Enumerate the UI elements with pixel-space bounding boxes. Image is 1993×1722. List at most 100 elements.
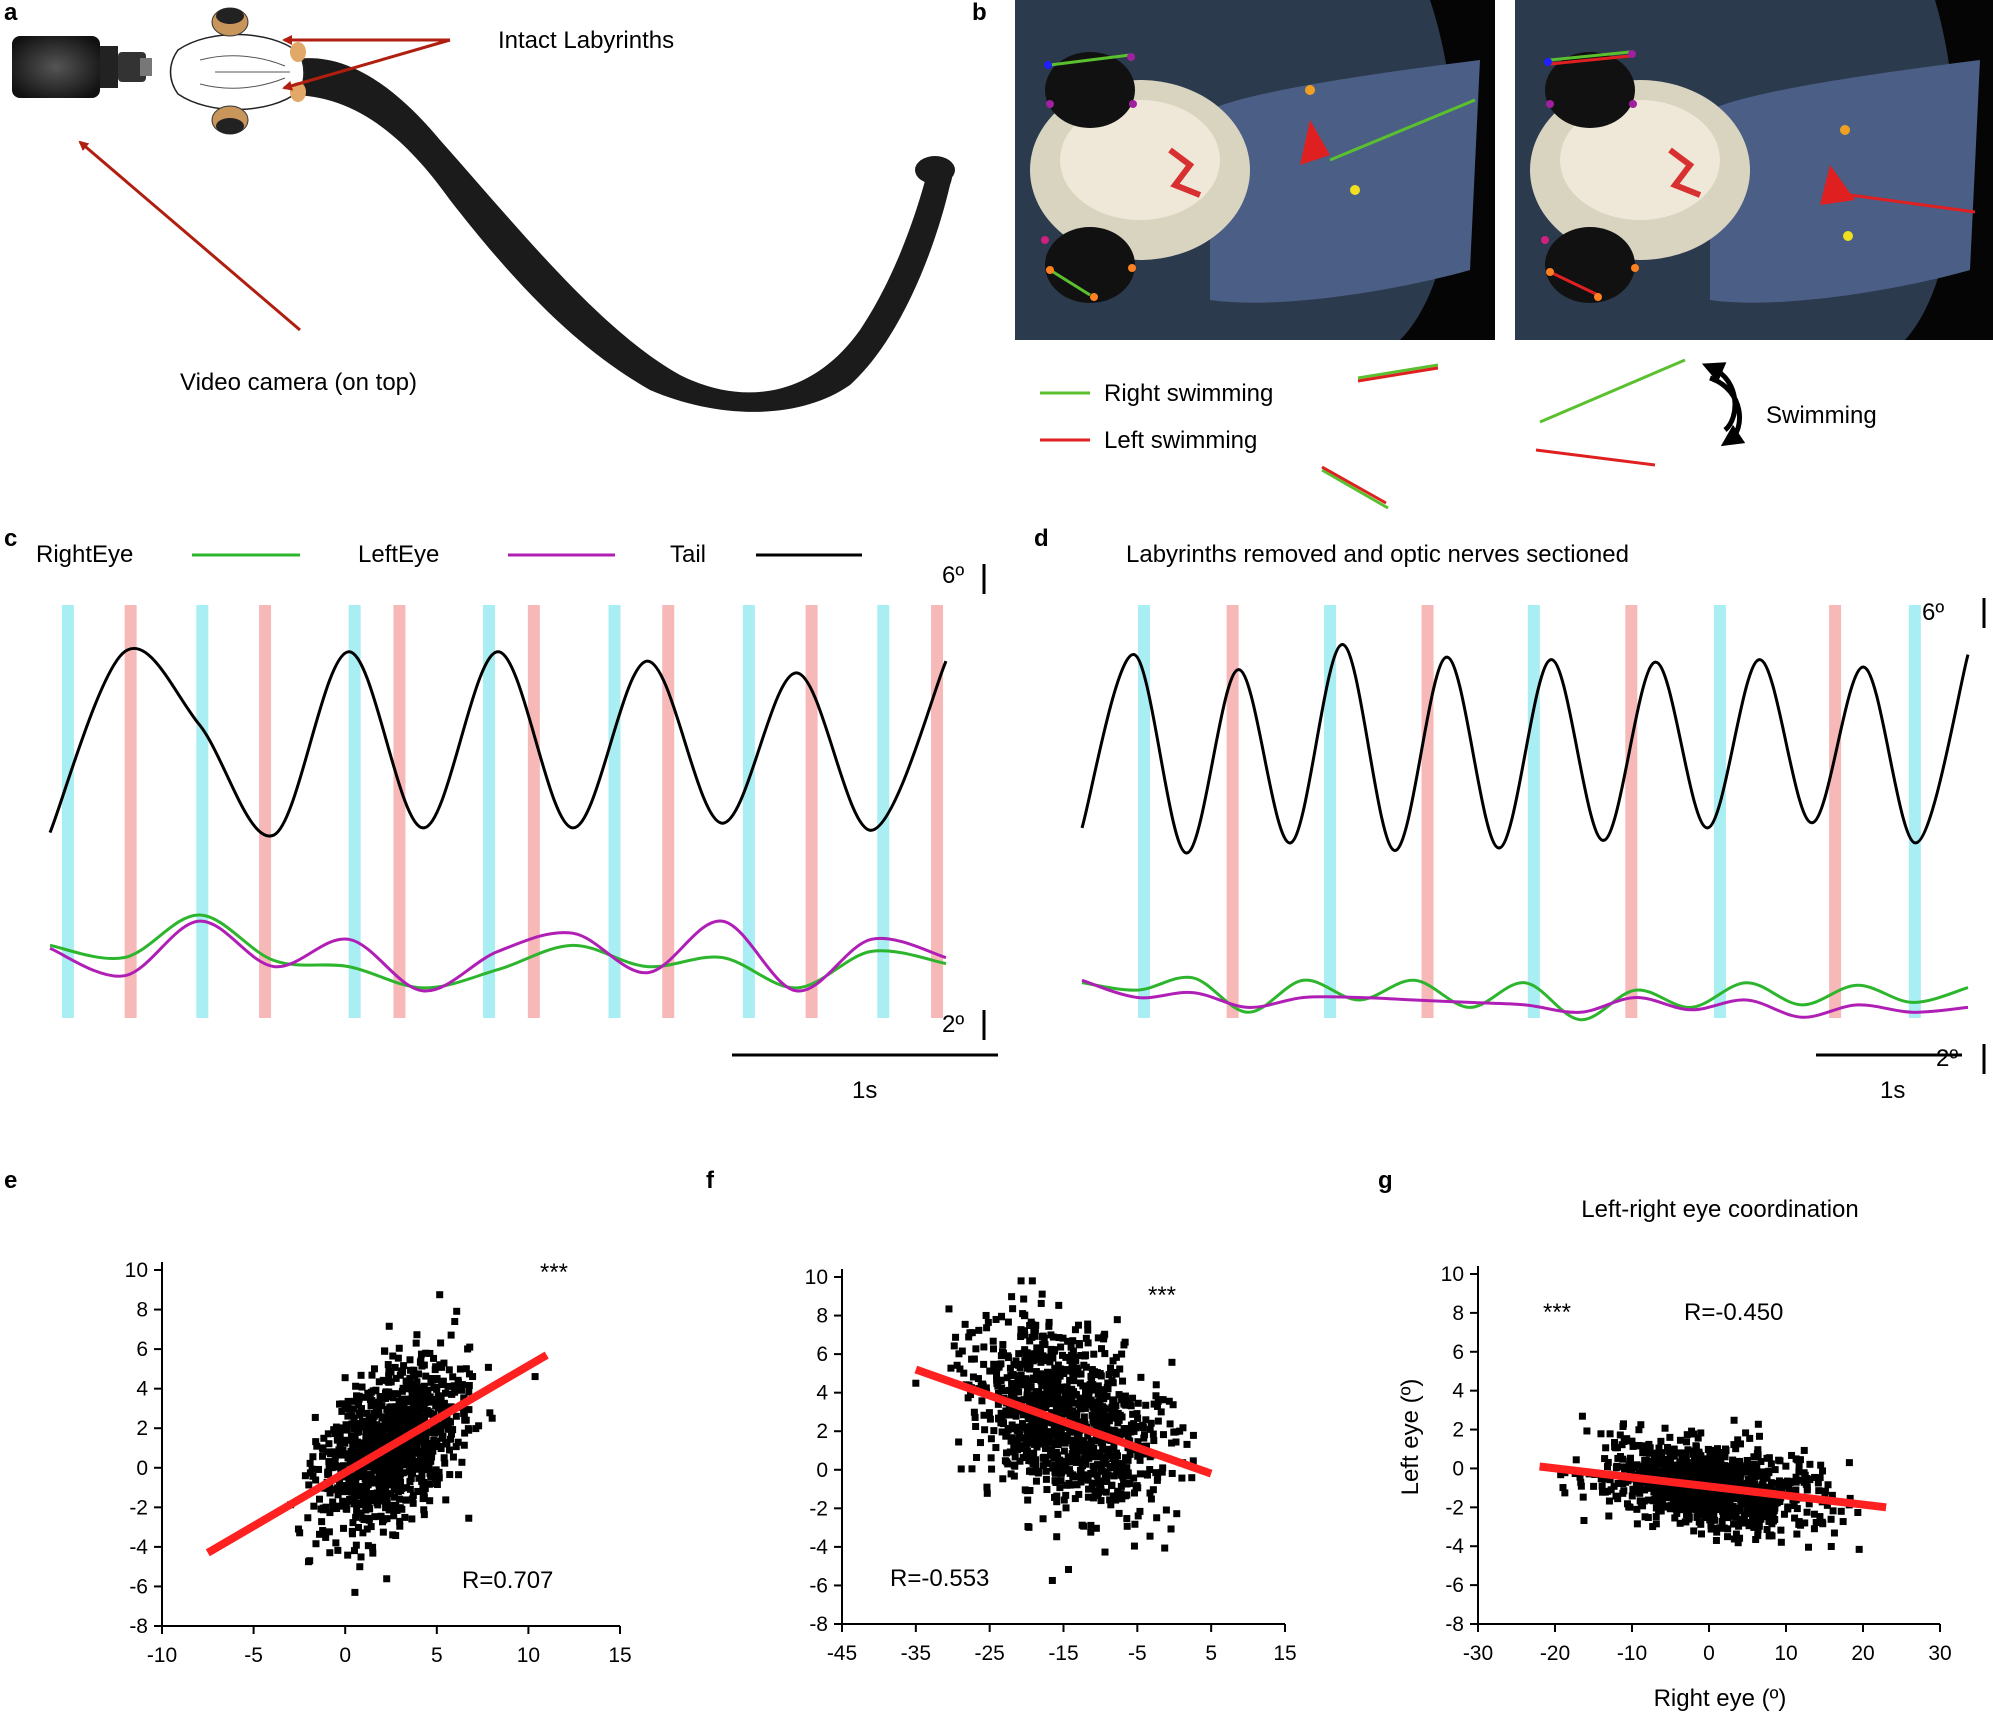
f-point bbox=[1039, 1429, 1047, 1437]
g-point bbox=[1614, 1480, 1622, 1488]
f-point bbox=[1056, 1456, 1064, 1464]
e-point bbox=[383, 1477, 391, 1485]
g-point bbox=[1611, 1438, 1619, 1446]
e-point bbox=[338, 1451, 346, 1459]
e-point bbox=[315, 1495, 323, 1503]
e-point bbox=[408, 1495, 416, 1503]
f-point bbox=[1046, 1400, 1054, 1408]
g-point bbox=[1801, 1471, 1809, 1479]
g-point bbox=[1765, 1532, 1773, 1540]
f-point bbox=[1042, 1467, 1050, 1475]
c-blue-band-0 bbox=[61, 605, 74, 1018]
g-point bbox=[1683, 1438, 1691, 1446]
e-point bbox=[406, 1485, 414, 1493]
c-red-band-0 bbox=[124, 605, 137, 1018]
e-point bbox=[413, 1406, 421, 1414]
g-point bbox=[1785, 1483, 1793, 1491]
c-red-band-3 bbox=[527, 605, 540, 1018]
f-point bbox=[1051, 1439, 1059, 1447]
f-point bbox=[1123, 1522, 1131, 1530]
e-point bbox=[429, 1424, 437, 1432]
e-point bbox=[367, 1473, 375, 1481]
f-point bbox=[1031, 1326, 1039, 1334]
e-r-value: R=0.707 bbox=[462, 1567, 553, 1594]
e-point bbox=[444, 1425, 452, 1433]
g-point bbox=[1629, 1442, 1637, 1450]
g-point bbox=[1635, 1469, 1643, 1477]
g-point bbox=[1736, 1467, 1744, 1475]
f-point bbox=[1115, 1391, 1123, 1399]
e-point bbox=[411, 1435, 419, 1443]
f-r-value: R=-0.553 bbox=[890, 1565, 989, 1592]
e-point bbox=[329, 1498, 337, 1506]
e-point bbox=[361, 1447, 369, 1455]
f-point bbox=[1042, 1445, 1050, 1453]
e-point bbox=[417, 1461, 425, 1469]
e-point bbox=[424, 1386, 432, 1394]
e-point bbox=[344, 1397, 352, 1405]
f-xtick-label: 15 bbox=[1273, 1642, 1296, 1665]
g-ytick-label: -4 bbox=[1445, 1535, 1464, 1558]
e-point bbox=[378, 1402, 386, 1410]
f-point bbox=[1044, 1376, 1052, 1384]
f-point bbox=[1062, 1353, 1070, 1361]
f-point bbox=[1129, 1394, 1137, 1402]
g-point bbox=[1790, 1501, 1798, 1509]
g-point bbox=[1640, 1464, 1648, 1472]
g-point bbox=[1621, 1465, 1629, 1473]
f-point bbox=[1049, 1464, 1057, 1472]
e-point bbox=[389, 1469, 397, 1477]
f-point bbox=[1110, 1493, 1118, 1501]
g-ytick-label: 6 bbox=[1452, 1341, 1464, 1364]
f-point bbox=[1007, 1411, 1015, 1419]
f-point bbox=[1109, 1410, 1117, 1418]
f-point bbox=[1172, 1428, 1180, 1436]
g-point bbox=[1667, 1472, 1675, 1480]
g-point bbox=[1579, 1493, 1587, 1501]
e-point bbox=[393, 1506, 401, 1514]
f-point bbox=[1030, 1449, 1038, 1457]
g-point bbox=[1767, 1479, 1775, 1487]
f-point bbox=[1050, 1424, 1058, 1432]
e-point bbox=[350, 1405, 358, 1413]
g-point bbox=[1668, 1485, 1676, 1493]
g-point bbox=[1730, 1474, 1738, 1482]
f-point bbox=[1008, 1293, 1016, 1301]
f-point bbox=[1100, 1332, 1108, 1340]
f-point bbox=[1189, 1431, 1197, 1439]
g-significance: *** bbox=[1543, 1299, 1571, 1326]
g-point bbox=[1628, 1492, 1636, 1500]
f-point bbox=[1031, 1391, 1039, 1399]
e-point bbox=[447, 1430, 455, 1438]
g-point bbox=[1605, 1497, 1613, 1505]
g-ytick-label: -2 bbox=[1445, 1496, 1464, 1519]
g-point bbox=[1709, 1446, 1717, 1454]
g-point bbox=[1641, 1468, 1649, 1476]
g-point bbox=[1730, 1416, 1738, 1424]
g-point bbox=[1794, 1456, 1802, 1464]
f-point bbox=[1054, 1361, 1062, 1369]
e-point bbox=[396, 1447, 404, 1455]
g-point bbox=[1775, 1477, 1783, 1485]
e-point bbox=[370, 1410, 378, 1418]
e-point bbox=[348, 1530, 356, 1538]
f-point bbox=[1084, 1432, 1092, 1440]
camera-illustration bbox=[12, 36, 152, 98]
f-point bbox=[1032, 1368, 1040, 1376]
g-point bbox=[1669, 1446, 1677, 1454]
g-point bbox=[1692, 1473, 1700, 1481]
e-point bbox=[375, 1478, 383, 1486]
f-point bbox=[993, 1376, 1001, 1384]
e-point bbox=[384, 1407, 392, 1415]
g-point bbox=[1751, 1500, 1759, 1508]
f-point bbox=[1014, 1372, 1022, 1380]
e-point bbox=[335, 1446, 343, 1454]
e-point bbox=[396, 1517, 404, 1525]
f-point bbox=[1003, 1449, 1011, 1457]
e-point bbox=[362, 1426, 370, 1434]
g-point bbox=[1601, 1455, 1609, 1463]
f-point bbox=[1075, 1433, 1083, 1441]
g-point bbox=[1614, 1495, 1622, 1503]
e-point bbox=[357, 1509, 365, 1517]
f-point bbox=[1017, 1277, 1025, 1285]
